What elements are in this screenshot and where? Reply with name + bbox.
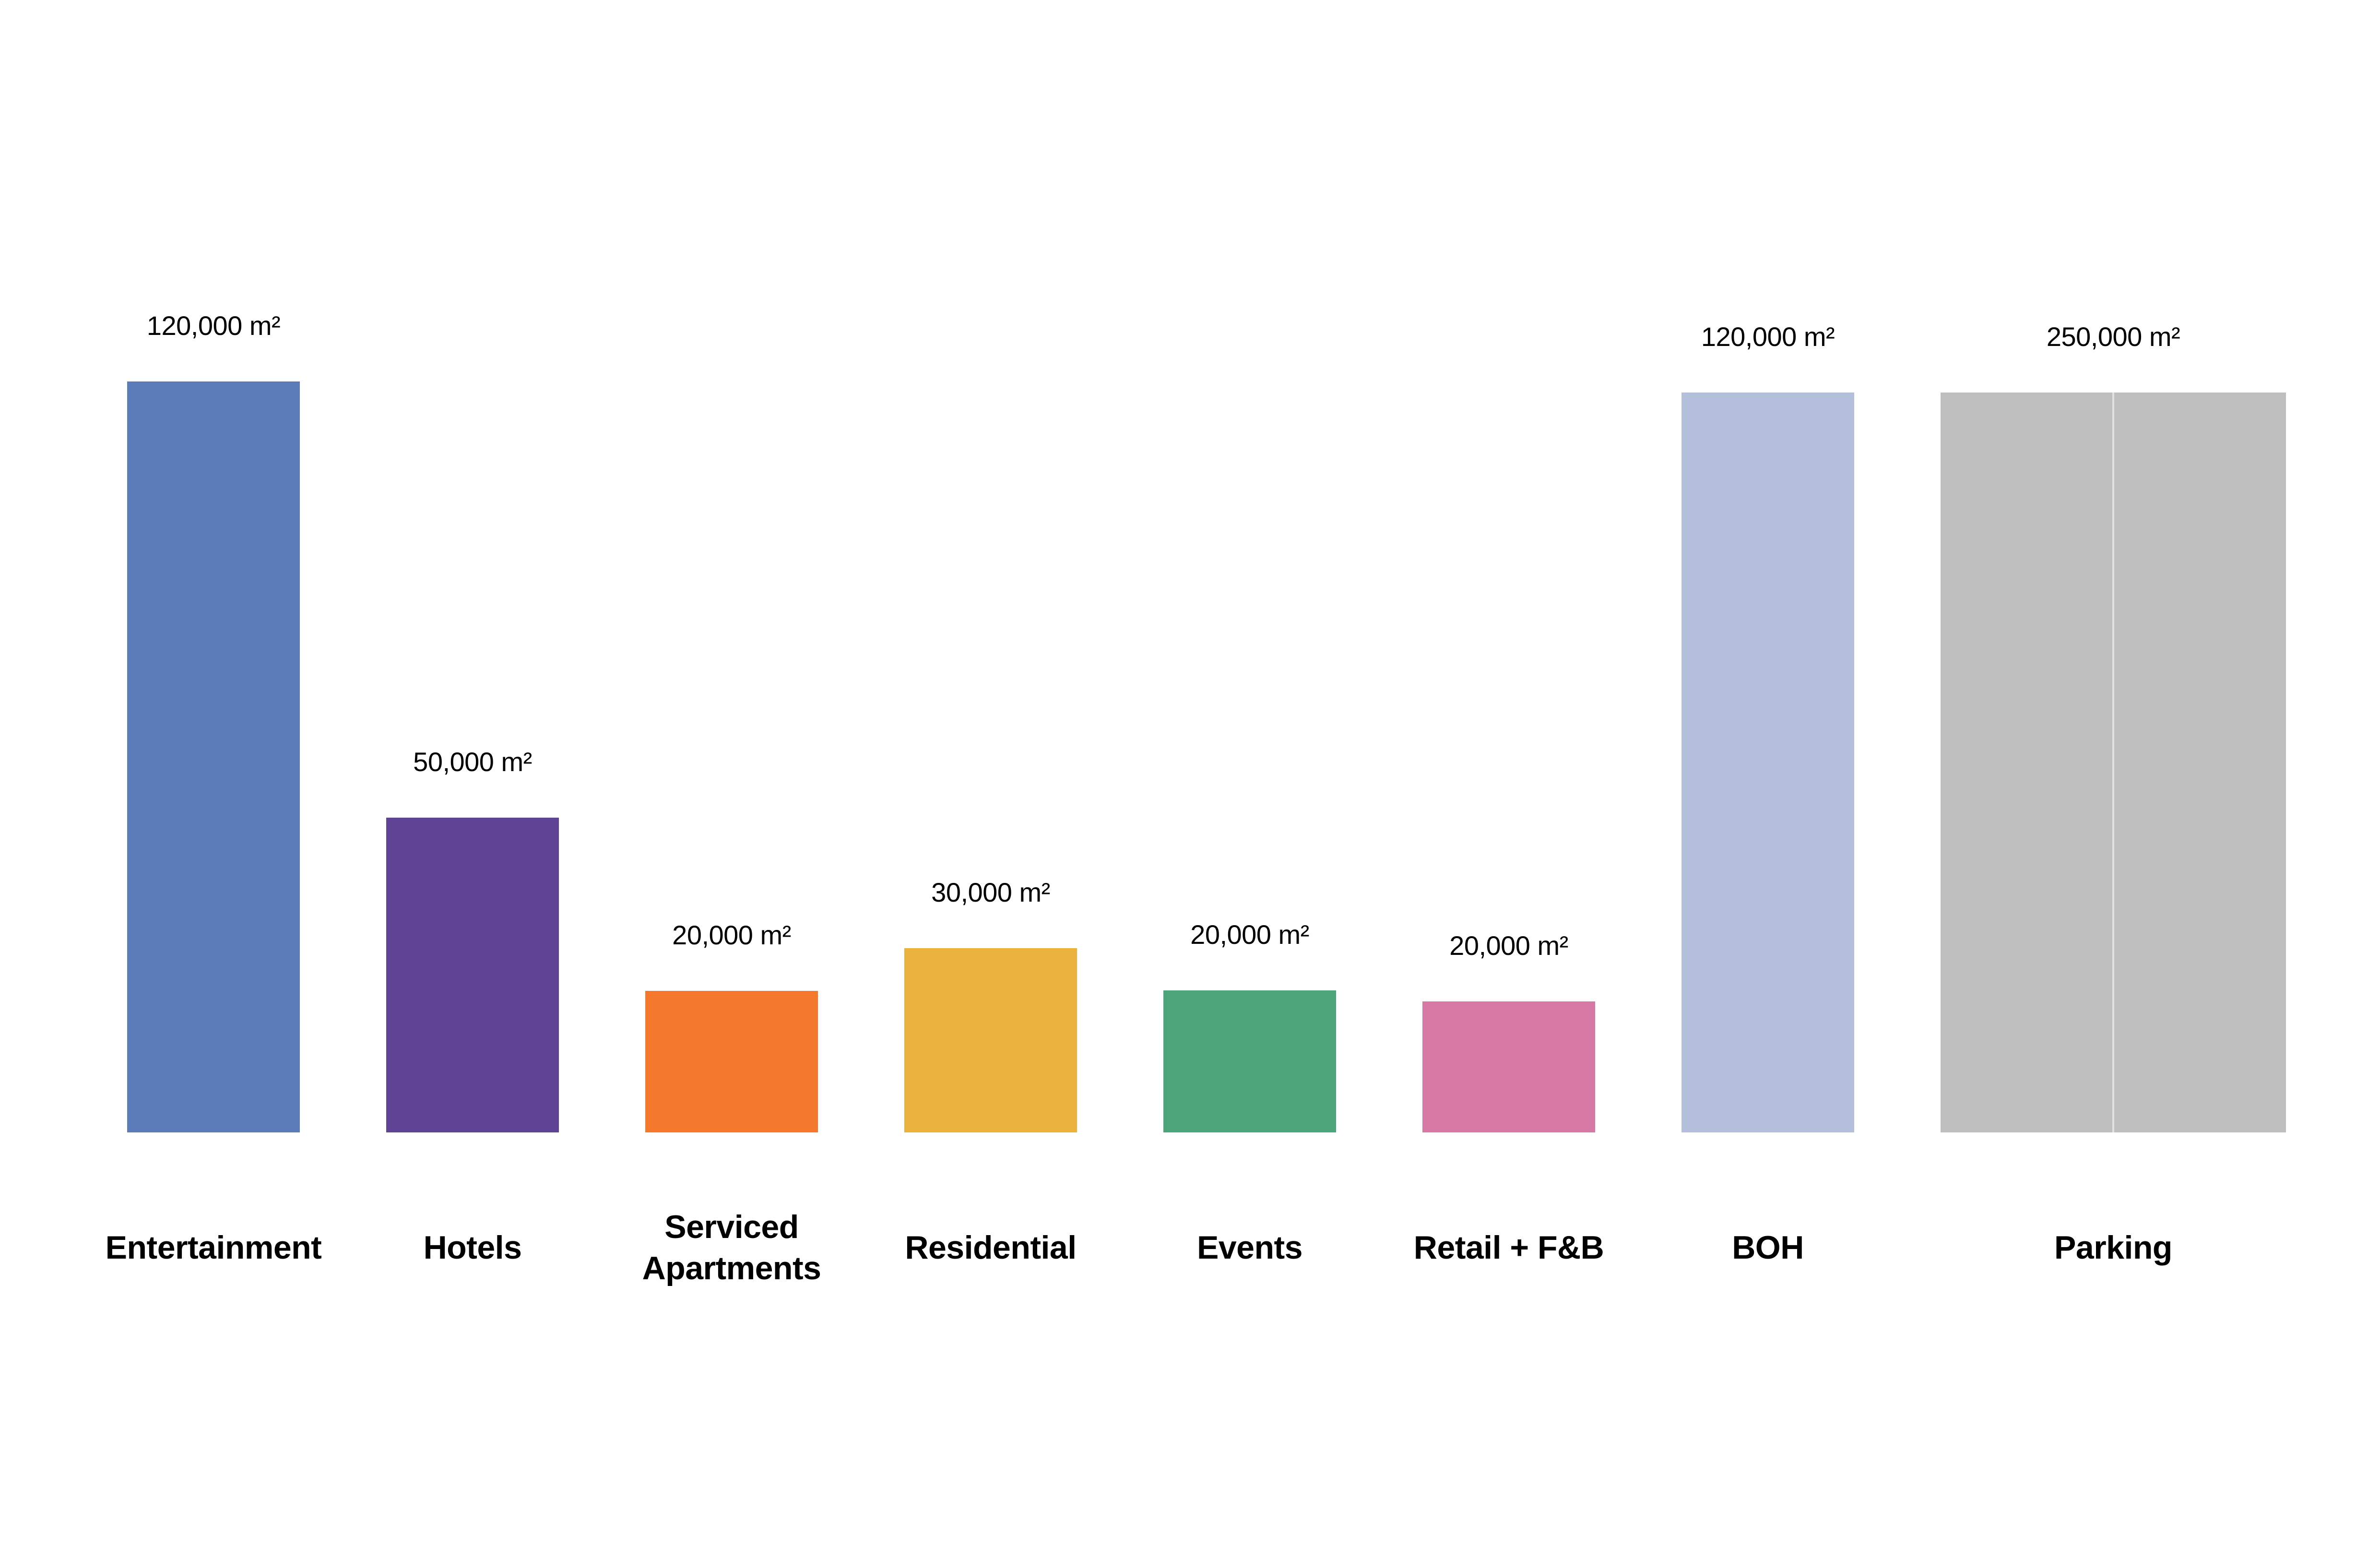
category-label-line: Hotels — [423, 1229, 522, 1266]
bar-parking — [1941, 393, 2286, 1132]
value-label-hotels: 50,000 m² — [413, 747, 532, 777]
category-label-events: Events — [1091, 1185, 1408, 1310]
category-label-parking: Parking — [1869, 1185, 2358, 1310]
category-label-line: Apartments — [642, 1250, 821, 1286]
value-label-events: 20,000 m² — [1190, 919, 1309, 950]
value-label-boh: 120,000 m² — [1701, 321, 1835, 352]
category-label-line: Events — [1197, 1229, 1303, 1266]
bar-hotels — [386, 818, 559, 1132]
category-label-line: Residential — [905, 1229, 1077, 1266]
bar-events — [1163, 990, 1336, 1132]
category-label-hotels: Hotels — [314, 1185, 631, 1310]
category-label-boh: BOH — [1610, 1185, 1926, 1310]
value-label-retail-f-b: 20,000 m² — [1449, 930, 1568, 961]
bar-retail-f-b — [1422, 1001, 1595, 1132]
category-label-entertainment: Entertainment — [55, 1185, 372, 1310]
value-label-residential: 30,000 m² — [931, 877, 1050, 907]
category-label-line: Retail + F&B — [1413, 1229, 1604, 1266]
value-label-parking: 250,000 m² — [2046, 321, 2180, 352]
value-label-entertainment: 120,000 m² — [146, 310, 281, 341]
category-label-line: Entertainment — [105, 1229, 322, 1266]
parking-bar-divider — [2112, 393, 2114, 1132]
bar-boh — [1681, 393, 1854, 1132]
category-label-line: BOH — [1732, 1229, 1804, 1266]
bar-residential — [904, 948, 1077, 1132]
bar-entertainment — [127, 381, 300, 1132]
category-label-serviced-apartments: Serviced Apartments — [573, 1185, 890, 1310]
category-label-residential: Residential — [832, 1185, 1149, 1310]
category-label-retail-f-b: Retail + F&B — [1350, 1185, 1667, 1310]
category-label-line: Parking — [2054, 1229, 2172, 1266]
category-label-line: Serviced — [664, 1209, 799, 1245]
value-label-serviced-apartments: 20,000 m² — [672, 920, 791, 950]
bar-serviced-apartments — [645, 991, 818, 1132]
